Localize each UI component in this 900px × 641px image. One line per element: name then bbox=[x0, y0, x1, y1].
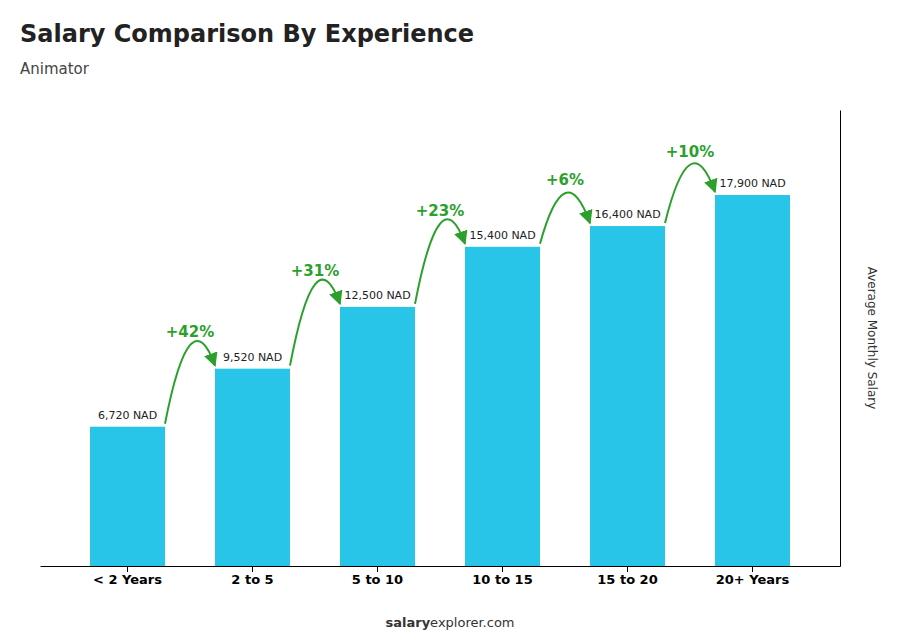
bar bbox=[215, 369, 290, 566]
footer: salaryexplorer.com bbox=[385, 615, 514, 630]
x-tick: 10 to 15 bbox=[472, 566, 532, 587]
data-label: 17,900 NAD bbox=[719, 177, 785, 190]
x-tick: 20+ Years bbox=[716, 566, 790, 587]
annotation-text: +23% bbox=[416, 202, 464, 220]
annotation-text: +10% bbox=[666, 143, 714, 161]
x-tick-label: 5 to 10 bbox=[352, 572, 403, 587]
bars bbox=[90, 195, 790, 566]
y-axis-line bbox=[840, 111, 841, 567]
x-tick-mark bbox=[252, 566, 253, 572]
annotation-arrow bbox=[290, 280, 340, 366]
subtitle: Animator bbox=[20, 60, 90, 78]
bar bbox=[90, 427, 165, 566]
x-tick: 2 to 5 bbox=[231, 566, 273, 587]
x-tick-mark bbox=[752, 566, 753, 572]
bar bbox=[340, 307, 415, 566]
x-tick-mark bbox=[127, 566, 128, 572]
annotation-arrow bbox=[540, 193, 590, 244]
x-tick-label: < 2 Years bbox=[93, 572, 162, 587]
x-tick-label: 20+ Years bbox=[716, 572, 790, 587]
x-tick-mark bbox=[377, 566, 378, 572]
annotations: +42% +31% +23% +6% +10% bbox=[165, 143, 715, 424]
annotation-arrow bbox=[415, 219, 465, 304]
x-tick: 5 to 10 bbox=[352, 566, 403, 587]
footer-part: salary bbox=[385, 615, 430, 630]
data-label: 16,400 NAD bbox=[594, 208, 660, 221]
x-tick-mark bbox=[627, 566, 628, 572]
chart: Salary Comparison By Experience Animator <… bbox=[0, 0, 900, 641]
x-tick-label: 10 to 15 bbox=[472, 572, 532, 587]
annotation-text: +42% bbox=[166, 323, 214, 341]
data-label: 9,520 NAD bbox=[223, 351, 282, 364]
plot: < 2 Years 2 to 5 5 to 10 10 to 15 15 to 20 20… bbox=[41, 111, 880, 588]
x-tick-mark bbox=[502, 566, 503, 572]
x-tick: < 2 Years bbox=[93, 566, 162, 587]
x-tick-label: 15 to 20 bbox=[597, 572, 657, 587]
x-tick-label: 2 to 5 bbox=[231, 572, 273, 587]
x-axis-line bbox=[41, 566, 841, 567]
data-label: 12,500 NAD bbox=[344, 289, 410, 302]
annotation-text: +31% bbox=[291, 262, 339, 280]
x-tick: 15 to 20 bbox=[597, 566, 657, 587]
annotation-arrow bbox=[165, 341, 215, 424]
annotation-arrow bbox=[665, 163, 715, 223]
data-labels: 6,720 NAD 9,520 NAD 12,500 NAD 15,400 NAD 16… bbox=[98, 177, 786, 422]
annotation-text: +6% bbox=[546, 171, 584, 189]
y-axis-title: Average Monthly Salary bbox=[865, 267, 879, 410]
bar bbox=[715, 195, 790, 566]
y-axis bbox=[840, 111, 841, 567]
data-label: 15,400 NAD bbox=[469, 229, 535, 242]
x-axis: < 2 Years 2 to 5 5 to 10 10 to 15 15 to 20 20… bbox=[41, 566, 841, 587]
bar bbox=[465, 247, 540, 566]
title: Salary Comparison By Experience bbox=[20, 20, 474, 48]
data-label: 6,720 NAD bbox=[98, 409, 157, 422]
bar bbox=[590, 226, 665, 566]
footer-part: explorer.com bbox=[430, 615, 514, 630]
